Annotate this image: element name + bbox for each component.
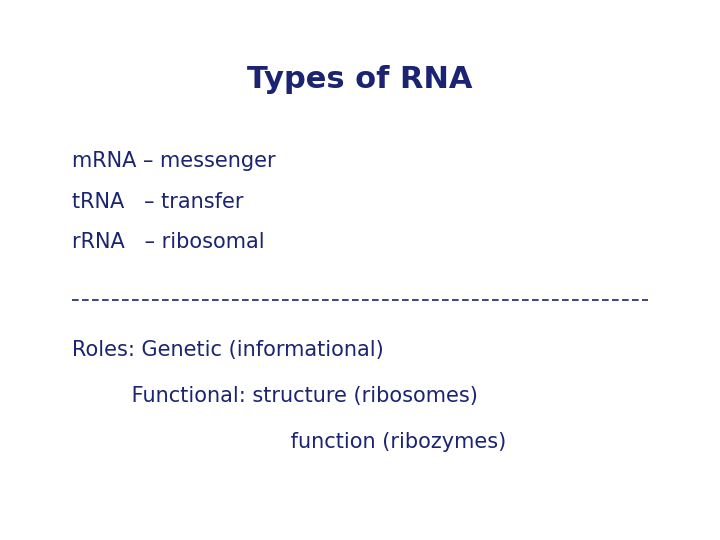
Text: tRNA   – transfer: tRNA – transfer	[72, 192, 243, 212]
Text: rRNA   – ribosomal: rRNA – ribosomal	[72, 232, 265, 252]
Text: Roles: Genetic (informational): Roles: Genetic (informational)	[72, 340, 384, 360]
Text: mRNA – messenger: mRNA – messenger	[72, 151, 276, 171]
Text: Functional: structure (ribosomes): Functional: structure (ribosomes)	[72, 386, 478, 406]
Text: function (ribozymes): function (ribozymes)	[72, 432, 506, 452]
Text: Types of RNA: Types of RNA	[247, 65, 473, 94]
